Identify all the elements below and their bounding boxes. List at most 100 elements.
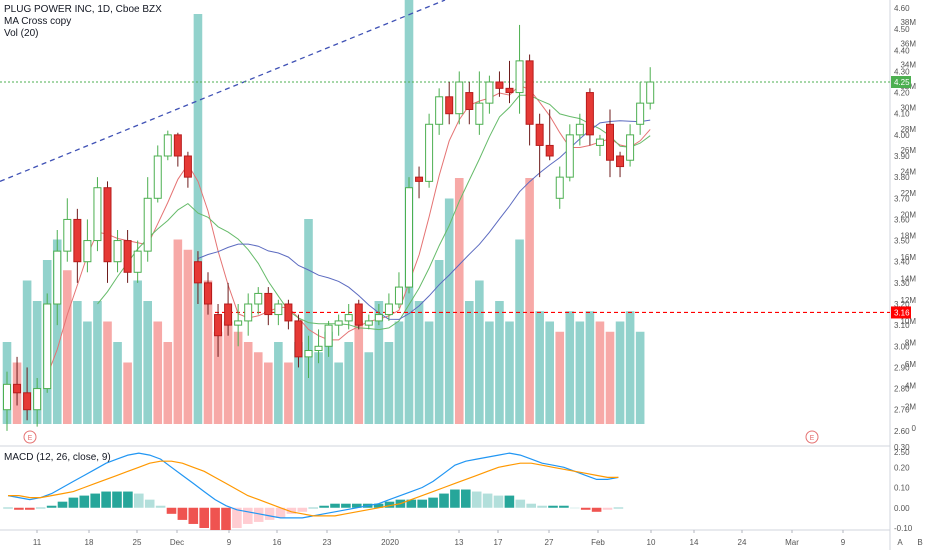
price-axis-tick: 3.80 — [894, 173, 910, 182]
trend-line — [0, 0, 446, 182]
volume-bar — [294, 342, 303, 424]
macd-histogram-bar — [144, 499, 155, 508]
log-scale-button[interactable]: B — [917, 538, 922, 547]
volume-bar — [93, 301, 102, 424]
macd-histogram-bar — [210, 507, 220, 531]
macd-histogram-bar — [548, 505, 558, 508]
macd-axis-tick: 0.00 — [894, 504, 910, 513]
study-volume-label[interactable]: Vol (20) — [4, 28, 39, 39]
earnings-marker: E — [23, 430, 37, 444]
candle — [133, 240, 142, 283]
candle-body — [585, 92, 594, 136]
macd-histogram-bar — [591, 507, 602, 512]
candle — [183, 151, 192, 188]
volume-bar — [485, 321, 494, 424]
candle — [384, 293, 393, 321]
volume-bar — [555, 331, 565, 424]
volume-bar — [434, 260, 444, 424]
price-axis-tick: 4.50 — [894, 25, 910, 34]
volume-bar — [83, 321, 92, 424]
candle-body — [53, 250, 62, 305]
candle — [173, 132, 182, 167]
candle-body — [224, 303, 233, 326]
candle-body — [636, 102, 645, 125]
macd-histogram-bar — [559, 505, 569, 508]
candle — [626, 124, 635, 167]
price-axis-tick: 3.00 — [894, 342, 910, 351]
candle — [163, 130, 172, 161]
candle-body — [405, 187, 413, 288]
macd-histogram-bar — [57, 501, 68, 508]
candle — [465, 82, 474, 125]
volume-bar — [243, 342, 253, 424]
time-axis-tick: 9 — [841, 538, 846, 547]
candle-body — [445, 96, 454, 115]
volume-axis-tick: 16M — [900, 253, 916, 262]
volume-axis-tick: 0 — [912, 424, 917, 433]
candle — [475, 71, 484, 135]
macd-axis-tick: 0.10 — [894, 484, 910, 493]
macd-histogram-bar — [406, 499, 417, 508]
macd-histogram-bar — [526, 503, 536, 508]
volume-bar — [364, 352, 374, 424]
macd-legend[interactable]: MACD (12, 26, close, 9) — [4, 452, 111, 463]
candle — [555, 166, 564, 209]
candle-body — [13, 383, 22, 394]
time-axis-tick: 16 — [273, 538, 282, 547]
macd-histogram-bar — [112, 491, 122, 508]
volume-bar — [123, 362, 132, 424]
time-axis-tick: 18 — [85, 538, 94, 547]
time-axis-tick: 14 — [690, 538, 699, 547]
level-price-label-text: 3.16 — [894, 308, 910, 317]
candle — [153, 145, 162, 203]
time-axis-tick: 25 — [133, 538, 142, 547]
candle — [3, 371, 11, 431]
candle — [575, 113, 584, 146]
candle-body — [545, 144, 554, 157]
candle — [304, 335, 313, 378]
macd-histogram-bar — [35, 507, 46, 509]
volume-axis-tick: 20M — [900, 210, 916, 219]
candle — [83, 219, 92, 273]
time-axis-tick: 2020 — [381, 538, 399, 547]
candle — [495, 71, 504, 97]
price-axis-tick: 4.30 — [894, 67, 910, 76]
candle-body — [63, 218, 72, 252]
macd-histogram-bar — [319, 505, 329, 508]
volume-bar — [253, 352, 263, 424]
price-axis-tick: 2.60 — [894, 427, 910, 436]
price-axis-tick: 3.90 — [894, 152, 910, 161]
candle — [214, 304, 223, 357]
study-ma-cross-label[interactable]: MA Cross copy — [4, 16, 72, 27]
candle — [13, 356, 22, 406]
candle — [193, 251, 202, 304]
volume-axis-tick: 14M — [900, 274, 916, 283]
candle-body — [33, 388, 42, 411]
macd-histogram-bar — [46, 505, 57, 508]
price-axis-tick: 2.50 — [894, 448, 910, 457]
level-price-label-bg — [891, 306, 911, 319]
volume-bar — [505, 321, 514, 424]
volume-bar — [575, 321, 585, 424]
candle — [394, 272, 403, 309]
volume-bar — [595, 321, 605, 424]
candle-body — [616, 155, 625, 168]
candle-body — [83, 240, 92, 263]
earnings-marker: E — [805, 430, 819, 444]
candle — [274, 299, 283, 326]
candle — [425, 113, 434, 188]
volume-axis-tick: 10M — [900, 317, 916, 326]
candle-body — [525, 60, 534, 125]
symbol-title[interactable]: PLUG POWER INC, 1D, Cboe BZX — [4, 4, 162, 15]
candle — [535, 113, 544, 178]
candle — [254, 287, 263, 315]
earnings-marker-label: E — [810, 435, 815, 442]
macd-histogram-bar — [570, 507, 580, 509]
candle-body — [324, 324, 333, 347]
auto-scale-button[interactable]: A — [897, 538, 903, 547]
volume-bar — [203, 280, 213, 424]
volume-bar — [635, 331, 645, 424]
volume-axis-tick: 28M — [900, 125, 916, 134]
